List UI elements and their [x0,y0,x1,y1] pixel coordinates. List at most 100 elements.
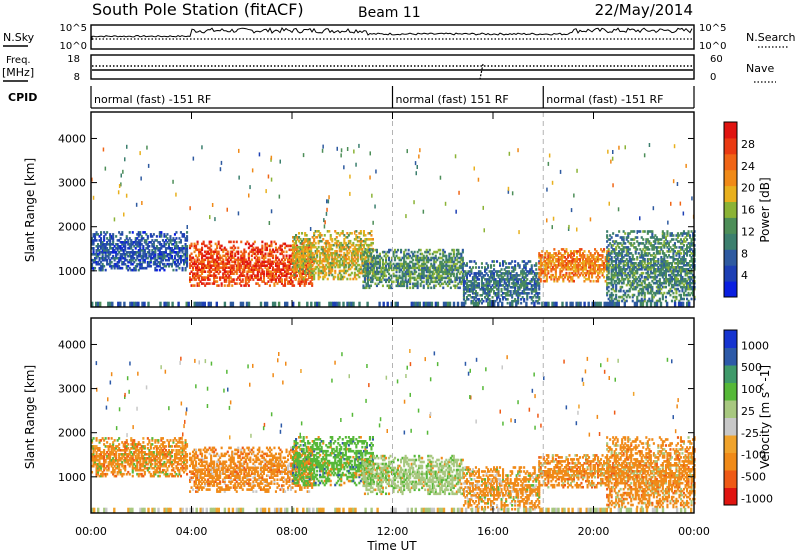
range-time-cell [325,273,328,277]
range-time-cell [672,283,675,287]
range-time-cell [128,260,131,264]
range-time-cell [299,275,302,279]
range-time-cell [403,252,406,256]
range-time-cell [128,253,131,256]
range-time-cell [604,266,607,269]
range-time-cell [689,244,692,247]
range-time-cell [250,270,253,273]
range-time-cell [681,297,684,301]
range-time-cell [299,251,302,255]
range-time-cell [454,268,457,272]
range-time-cell [684,273,687,277]
range-time-cell [103,256,106,260]
range-time-cell [610,244,613,247]
range-time-cell [326,247,329,251]
range-time-cell [319,232,322,235]
range-time-cell [389,274,392,278]
range-time-cell [293,267,296,271]
range-time-cell [290,268,293,271]
range-time-cell [604,258,607,261]
range-time-cell [660,262,663,265]
range-time-cell [508,266,511,269]
range-time-cell [388,264,391,268]
range-time-cell [282,264,285,267]
range-time-cell [544,279,547,283]
range-time-cell [464,288,467,291]
range-time-cell [211,254,214,258]
range-time-cell [322,253,325,257]
range-time-cell [436,274,439,278]
range-time-cell [334,269,337,273]
range-time-cell [536,284,539,287]
range-time-cell [627,273,630,277]
range-time-cell [205,252,208,256]
range-time-cell [476,294,479,297]
range-time-cell [341,245,344,249]
range-time-cell [404,278,407,282]
range-time-cell [627,266,630,269]
range-time-cell [366,270,369,274]
range-time-cell [346,245,349,249]
range-time-cell [134,253,137,256]
range-time-cell [398,258,401,262]
range-time-cell [458,276,461,280]
range-time-cell [130,241,133,244]
range-time-cell [422,280,425,284]
range-time-cell [103,264,106,268]
range-time-cell [403,258,406,262]
range-time-cell [137,245,140,248]
range-time-cell [464,280,467,283]
range-time-cell [521,290,524,293]
range-time-cell [190,242,193,246]
range-time-cell [462,276,465,279]
range-time-cell [686,273,689,277]
range-time-cell [622,242,625,245]
range-time-cell [100,243,103,246]
range-time-cell [628,256,631,259]
range-time-cell [627,234,630,237]
range-time-cell [364,241,367,245]
range-time-cell [663,256,666,259]
range-time-cell [588,277,591,281]
range-time-cell [621,295,624,299]
range-time-cell [591,273,594,277]
range-time-cell [586,269,589,273]
range-time-cell [621,244,624,247]
range-time-cell [610,260,613,263]
range-time-cell [646,248,649,251]
range-time-cell [592,262,595,265]
range-time-cell [380,268,383,272]
range-time-cell [563,266,566,269]
range-time-cell [109,247,112,250]
range-time-cell [690,252,693,255]
range-time-cell [681,258,684,261]
range-time-cell [449,260,452,264]
range-time-cell [634,262,637,265]
range-time-cell [462,290,465,293]
range-time-cell [97,262,100,266]
range-time-cell [679,297,682,301]
range-time-cell [427,280,430,284]
range-time-cell [684,277,687,281]
range-time-cell [359,239,362,243]
range-time-cell [633,264,636,267]
range-time-cell [645,240,648,243]
range-time-cell [571,266,574,269]
range-time-cell [279,272,282,275]
range-time-cell [222,250,225,254]
range-time-cell [568,271,571,275]
range-time-cell [290,244,293,248]
range-time-cell [490,270,493,273]
range-time-cell [640,242,643,245]
range-time-cell [94,260,97,264]
range-time-cell [536,294,539,297]
range-time-cell [648,242,651,245]
range-time-cell [95,231,98,234]
range-time-cell [541,254,544,257]
range-time-cell [356,239,359,243]
range-time-cell [100,256,103,260]
range-time-cell [471,276,474,279]
range-time-cell [301,239,304,243]
range-time-cell [216,284,219,287]
range-time-cell [308,273,311,277]
